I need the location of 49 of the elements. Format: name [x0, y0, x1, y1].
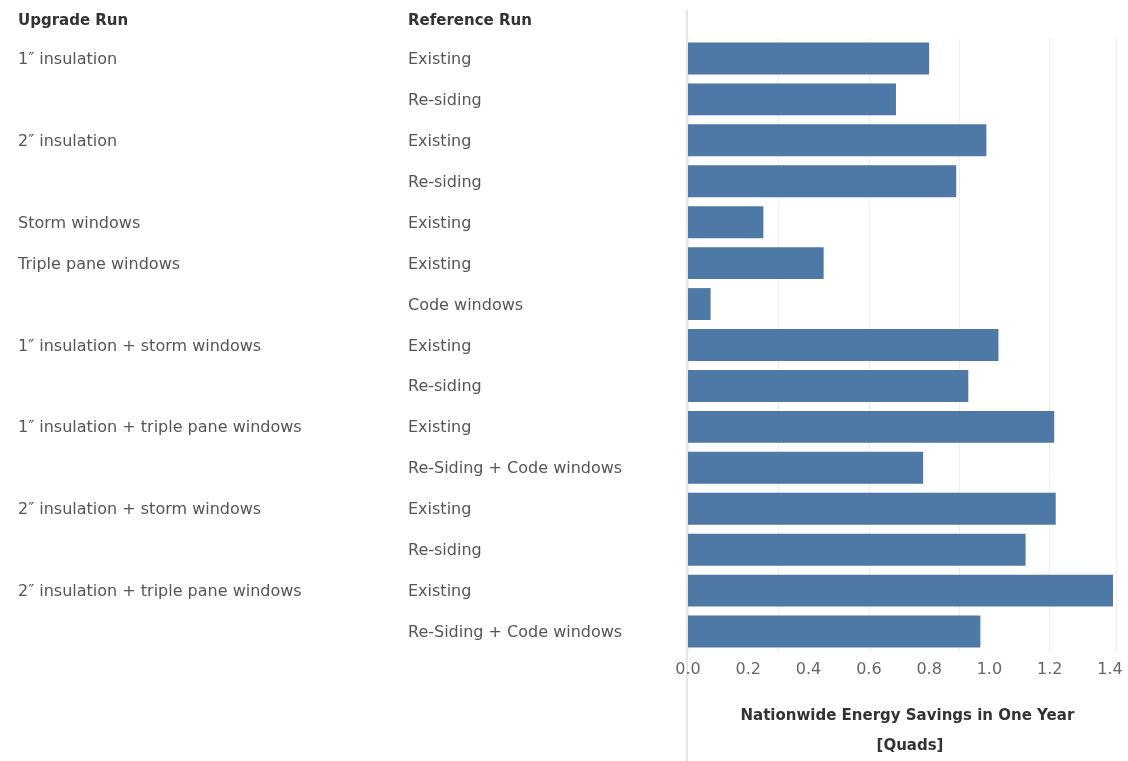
- x-axis-title: Nationwide Energy Savings in One Year [Quads]: [740, 706, 1080, 754]
- y-tick-label: Existing: [408, 417, 472, 437]
- bar: [688, 369, 969, 402]
- x-tick-label: 1.2: [1036, 658, 1063, 678]
- text: Upgrade Run: [18, 10, 129, 29]
- x-tick-label: 0.2: [735, 658, 762, 678]
- y-tick-label: Existing: [408, 212, 472, 232]
- y-tick-label: Existing: [408, 335, 472, 355]
- y-tick-label: Existing: [408, 581, 472, 601]
- x-tick-label: 0.6: [856, 658, 882, 678]
- y2-tick-label: 2″ insulation + storm windows: [18, 499, 262, 519]
- bar: [688, 451, 924, 484]
- bar: [688, 42, 930, 75]
- bar: [688, 124, 987, 157]
- x-tick-label: 1.0: [976, 658, 1003, 678]
- y-tick-label: Re-Siding + Code windows: [408, 458, 623, 478]
- y-tick-label: Code windows: [408, 294, 524, 314]
- bar: [688, 410, 1055, 443]
- y-tick-label: Re-siding: [408, 89, 482, 109]
- y-tick-label: Re-siding: [408, 376, 482, 396]
- bar: [688, 83, 896, 116]
- y-tick-label: Existing: [408, 253, 472, 273]
- y-tick-label: Re-siding: [408, 171, 482, 191]
- x-tick-label: 0.0: [675, 658, 701, 678]
- bar: [688, 247, 824, 280]
- y-tick-label: Re-Siding + Code windows: [408, 622, 623, 642]
- bar: [688, 165, 957, 198]
- y-tick-label: Existing: [408, 48, 472, 68]
- text: Reference Run: [408, 10, 532, 29]
- x-tick-label: 0.8: [916, 658, 942, 678]
- bar: [688, 574, 1113, 607]
- y2-tick-label: 1″ insulation + triple pane windows: [18, 417, 302, 437]
- y2-tick-label: Storm windows: [18, 212, 141, 232]
- bar: [688, 288, 711, 321]
- bar: [688, 615, 981, 648]
- y2-tick-label: 2″ insulation + triple pane windows: [18, 581, 302, 601]
- x-tick-label: 1.4: [1097, 658, 1123, 678]
- y-tick-label: Existing: [408, 130, 472, 150]
- y2-tick-label: 1″ insulation + storm windows: [18, 335, 262, 355]
- bar: [688, 533, 1026, 566]
- bar: [688, 329, 999, 361]
- y2-tick-label: 2″ insulation: [18, 130, 118, 150]
- y-tick-label: Re-siding: [408, 540, 482, 560]
- y2-tick-label: 1″ insulation: [18, 48, 118, 68]
- y2-tick-label: Triple pane windows: [17, 253, 181, 273]
- bar: [688, 492, 1056, 525]
- x-tick-label: 0.4: [795, 658, 822, 678]
- y-tick-label: Existing: [408, 499, 472, 519]
- bar: [688, 206, 764, 239]
